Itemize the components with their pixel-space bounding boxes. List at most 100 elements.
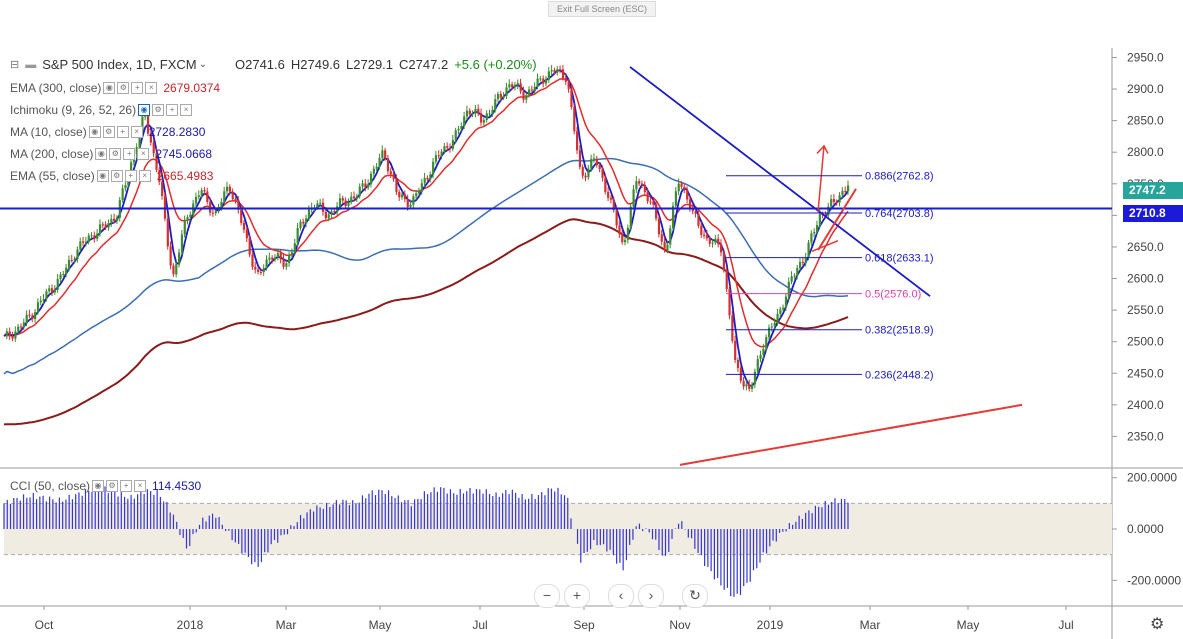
indicator-value: 2665.4983: [156, 169, 214, 183]
candle-body: [717, 238, 720, 245]
candle-body: [296, 228, 299, 244]
zoom-in-icon[interactable]: +: [564, 584, 590, 608]
indicator-legend-ma200[interactable]: MA (200, close) ◉ ⚙ + × 2745.0668: [10, 147, 212, 161]
candle-body: [257, 269, 260, 272]
candle-body: [166, 218, 169, 247]
eye-icon[interactable]: ◉: [138, 104, 151, 116]
candle-body: [629, 206, 632, 228]
candle-body: [813, 231, 816, 234]
more-icon[interactable]: +: [116, 126, 129, 138]
candle-body: [276, 253, 280, 258]
candle-body: [513, 85, 517, 88]
candle-body: [367, 184, 370, 188]
close-icon[interactable]: ×: [180, 104, 193, 116]
candle-body: [556, 69, 559, 73]
ohlc-low: L2729.1: [346, 57, 394, 72]
candle-body: [19, 326, 23, 328]
candle-body: [496, 94, 500, 100]
x-tick-label: May: [369, 618, 392, 632]
cci-legend[interactable]: CCI (50, close) ◉ ⚙ + × 114.4530: [10, 479, 201, 493]
candle-body: [158, 169, 161, 182]
fib-level-label: 0.764(2703.8): [865, 208, 934, 220]
gear-icon[interactable]: ⚙: [106, 480, 119, 492]
candle-body: [440, 151, 443, 156]
gear-icon[interactable]: ⚙: [102, 126, 115, 138]
settings-icon[interactable]: ⚙: [1150, 616, 1165, 633]
collapse-icon[interactable]: ⊟: [10, 59, 20, 71]
scroll-right-icon[interactable]: ›: [638, 584, 664, 608]
candle-body: [288, 254, 291, 264]
candle-body: [635, 181, 638, 190]
x-tick-label: Oct: [35, 618, 54, 632]
fib-level-label: 0.5(2576.0): [865, 289, 921, 301]
candle-body: [163, 195, 167, 219]
y-tick-label: 2450.0: [1127, 366, 1164, 380]
candle-body: [796, 268, 799, 276]
eye-icon[interactable]: ◉: [95, 148, 108, 160]
candle-body: [240, 209, 243, 223]
candle-body: [722, 252, 725, 271]
eye-icon[interactable]: ◉: [96, 170, 109, 182]
gear-icon[interactable]: ⚙: [110, 170, 123, 182]
candle-body: [178, 252, 181, 264]
gear-icon[interactable]: ⚙: [109, 148, 122, 160]
candle-body: [353, 196, 356, 199]
candle-body: [547, 71, 550, 80]
candle-body: [327, 214, 330, 219]
candle-body: [223, 191, 226, 202]
scroll-left-icon[interactable]: ‹: [608, 584, 634, 608]
candle-body: [378, 158, 381, 167]
gear-icon[interactable]: ⚙: [152, 104, 165, 116]
indicator-legend-ichimoku[interactable]: Ichimoku (9, 26, 52, 26) ◉ ⚙ + ×: [10, 103, 193, 117]
eye-icon[interactable]: ◉: [92, 480, 105, 492]
close-icon[interactable]: ×: [145, 82, 158, 94]
candle-body: [403, 194, 407, 200]
candle-body: [53, 289, 57, 293]
close-icon[interactable]: ×: [134, 480, 147, 492]
candle-body: [564, 78, 567, 82]
more-icon[interactable]: +: [120, 480, 133, 492]
more-icon[interactable]: +: [123, 148, 136, 160]
candle-body: [759, 355, 762, 360]
candle-body: [657, 218, 661, 235]
close-icon[interactable]: ×: [130, 126, 143, 138]
indicator-legend-ema300[interactable]: EMA (300, close) ◉ ⚙ + × 2679.0374: [10, 81, 220, 95]
indicator-legend-ma10[interactable]: MA (10, close) ◉ ⚙ + × 2728.2830: [10, 125, 205, 139]
close-icon[interactable]: ×: [137, 148, 150, 160]
candle-body: [90, 235, 93, 237]
candle-body: [590, 159, 593, 169]
candle-body: [186, 217, 189, 221]
eye-icon[interactable]: ◉: [88, 126, 101, 138]
close-icon[interactable]: ×: [138, 170, 151, 182]
candle-body: [330, 211, 333, 215]
zoom-out-icon[interactable]: −: [534, 584, 560, 608]
candle-body: [454, 130, 457, 140]
candle-body: [494, 99, 497, 111]
candle-body: [542, 78, 545, 84]
candle-body: [17, 326, 20, 332]
candle-body: [214, 210, 217, 214]
more-icon[interactable]: +: [131, 82, 144, 94]
candle-body: [621, 234, 624, 243]
candle-body: [234, 198, 237, 201]
exit-fullscreen-button[interactable]: Exit Full Screen (ESC): [548, 1, 656, 17]
more-icon[interactable]: +: [124, 170, 137, 182]
candle-body: [632, 189, 635, 207]
candle-body: [745, 384, 748, 387]
candle-body: [426, 177, 429, 180]
eye-icon[interactable]: ◉: [103, 82, 116, 94]
symbol-label[interactable]: S&P 500 Index, 1D, FXCM: [42, 57, 197, 72]
candle-body: [694, 211, 697, 214]
indicator-legend-ema55[interactable]: EMA (55, close) ◉ ⚙ + × 2665.4983: [10, 169, 213, 183]
reset-icon[interactable]: ↻: [682, 584, 708, 608]
candle-body: [601, 169, 604, 178]
candle-body: [841, 190, 844, 196]
more-icon[interactable]: +: [166, 104, 179, 116]
mini-trendline: [811, 239, 839, 253]
symbol-dropdown-icon[interactable]: ⌄: [198, 59, 207, 70]
candle-body: [392, 174, 395, 180]
gear-icon[interactable]: ⚙: [117, 82, 130, 94]
candle-body: [748, 384, 751, 389]
candle-body: [787, 281, 790, 297]
